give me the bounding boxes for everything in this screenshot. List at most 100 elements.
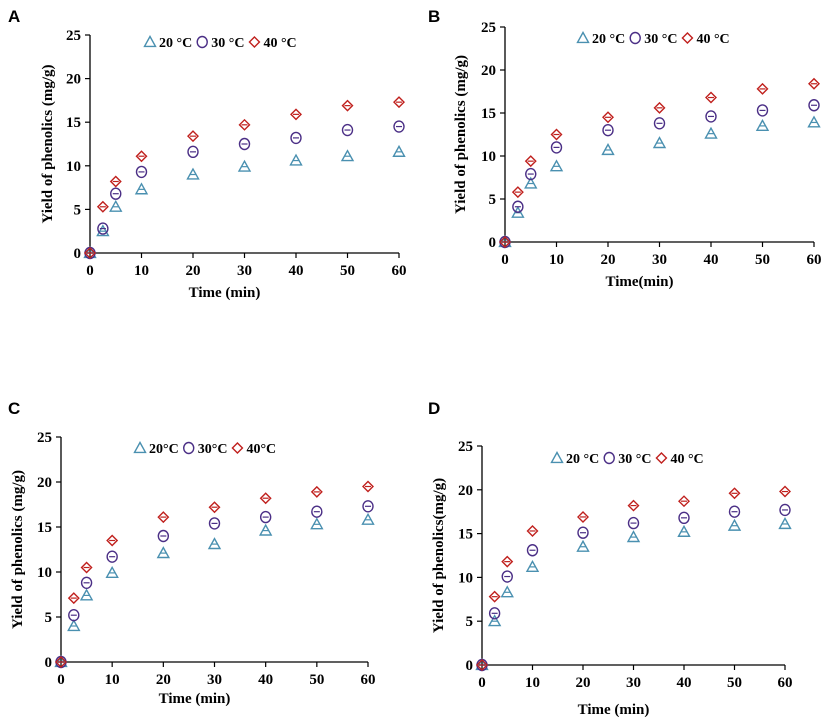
panel-d-y-axis-title: Yield of phenolics(mg/g) [431, 478, 447, 633]
panel-b-y-tick-label: 15 [481, 106, 496, 122]
panel-c: C 0 5 10 15 20 25 0 10 20 30 40 50 60 Time (min) Yield … [8, 399, 376, 707]
panel-c-point-circle [311, 505, 323, 518]
panel-c-y-tick-label: 15 [37, 520, 52, 536]
panel-b: B 0 5 10 15 20 25 0 10 20 30 40 50 60 Time(min) Yield o… [428, 7, 822, 290]
panel-c-y-tick-label: 0 [45, 655, 53, 671]
panel-b-point-circle [602, 123, 614, 137]
panel-c-x-tick-label: 10 [105, 672, 120, 688]
panel-d-legend-marker-2 [655, 452, 668, 464]
panel-c-point-diamond [55, 656, 67, 668]
panel-b-y-tick-label: 10 [481, 149, 496, 165]
panel-c-point-circle [208, 517, 221, 530]
panel-a-point-diamond [135, 150, 148, 163]
panel-c-y-axis-title: Yield of phenolics (mg/g) [10, 470, 26, 629]
panel-d-point-circle [779, 503, 791, 517]
panel-b-point-diamond [808, 77, 820, 90]
panel-c-point-diamond [157, 511, 170, 524]
panel-b-point-circle [705, 110, 717, 123]
panel-a-x-tick-label: 10 [134, 263, 149, 279]
panel-a-y-tick-label: 5 [74, 202, 82, 218]
panel-c-y-tick-label: 5 [45, 610, 53, 626]
panel-d-y-tick-label: 15 [458, 527, 473, 543]
panel-c-y-tick-label: 20 [37, 475, 52, 491]
panel-d-point-diamond [476, 659, 488, 671]
panel-d-point-circle [526, 544, 539, 557]
panel-d-y-tick-label: 25 [458, 439, 473, 455]
panel-b-legend-label-2: 40 °C [696, 32, 729, 47]
panel-b-point-diamond [499, 236, 511, 248]
panel-b-legend-marker-0 [576, 31, 590, 44]
panel-c-point-circle [362, 500, 374, 513]
panel-a-letter: A [8, 7, 20, 26]
panel-c-point-diamond [259, 492, 272, 505]
panel-d-point-diamond [526, 524, 539, 537]
panel-b-legend-marker-2 [681, 32, 694, 44]
panel-d-legend-marker-0 [550, 451, 564, 464]
panel-d-x-tick-label: 20 [576, 675, 591, 691]
panel-c-legend-marker-2 [231, 442, 244, 454]
panel-c-point-diamond [106, 534, 119, 547]
panel-b-x-tick-label: 30 [652, 252, 667, 268]
panel-b-point-circle [512, 200, 524, 213]
panel-d-point-diamond [728, 487, 741, 500]
panel-a-point-circle [290, 131, 302, 145]
panel-a-point-circle [135, 165, 148, 179]
panel-a-x-axis-title: Time (min) [189, 285, 261, 301]
panel-a-x-tick-label: 60 [392, 263, 407, 279]
panel-c-legend-label-0: 20°C [149, 442, 179, 457]
panel-c-y-tick-label: 10 [37, 565, 52, 581]
panel-d-x-tick-label: 40 [677, 675, 692, 691]
panel-a-y-tick-label: 25 [66, 28, 81, 44]
panel-d-point-circle [627, 516, 640, 530]
panel-c-point-diamond [362, 480, 374, 493]
panel-c-legend-marker-1 [183, 441, 195, 455]
panel-b-point-circle [756, 104, 769, 117]
panel-b-legend-marker-1 [629, 31, 641, 45]
panel-d-y-tick-label: 10 [458, 570, 473, 586]
panel-a-point-circle [187, 145, 199, 159]
panel-a-y-tick-label: 0 [74, 246, 82, 262]
panel-d-point-circle [488, 607, 501, 620]
panel-c-legend-label-1: 30°C [198, 442, 228, 457]
panel-b-point-diamond [524, 155, 537, 168]
panel-b-point-diamond [756, 82, 769, 95]
panel-b-point-circle [550, 141, 563, 154]
panel-b-x-tick-label: 50 [755, 252, 770, 268]
panel-b-x-tick-label: 40 [704, 252, 719, 268]
panel-b-y-tick-label: 20 [481, 63, 496, 79]
panel-a-y-tick-label: 20 [66, 72, 81, 88]
panel-c-point-diamond [67, 592, 80, 605]
panel-a-legend-label-2: 40 °C [263, 36, 296, 51]
panel-b-point-diamond [602, 111, 614, 124]
panel-d-legend-label-0: 20 °C [566, 452, 599, 467]
panel-a-legend-marker-0 [143, 35, 157, 48]
panel-b-x-tick-label: 60 [807, 252, 822, 268]
panel-a-legend-marker-1 [196, 35, 208, 49]
panel-b-point-diamond [550, 128, 563, 141]
panel-c-point-diamond [310, 485, 323, 498]
panel-a-x-tick-label: 50 [340, 263, 355, 279]
panel-a-point-diamond [96, 200, 109, 213]
panel-c-legend-label-2: 40°C [246, 442, 276, 457]
panel-b-x-tick-label: 20 [601, 252, 616, 268]
panel-b-point-circle [808, 99, 820, 112]
panel-a-x-tick-label: 20 [186, 263, 201, 279]
panel-b-legend-label-1: 30 °C [644, 32, 677, 47]
panel-c-point-circle [157, 529, 170, 543]
panel-d-legend-label-2: 40 °C [670, 452, 703, 467]
panel-d-x-tick-label: 50 [727, 675, 742, 691]
panel-a-point-diamond [84, 247, 96, 259]
panel-c-point-circle [106, 550, 118, 563]
panel-b-y-tick-label: 5 [489, 192, 497, 208]
panel-d-y-tick-label: 5 [466, 614, 474, 630]
panel-d-point-circle [577, 526, 589, 539]
panel-a-point-circle [97, 222, 109, 235]
panel-c-x-tick-label: 0 [57, 672, 65, 688]
panel-a-x-tick-label: 0 [86, 263, 94, 279]
panel-c-point-circle [68, 609, 80, 622]
panel-a-point-diamond [290, 108, 302, 121]
panel-b-x-tick-label: 10 [549, 252, 564, 268]
panel-d-x-tick-label: 60 [778, 675, 793, 691]
panel-d-point-circle [678, 511, 690, 525]
